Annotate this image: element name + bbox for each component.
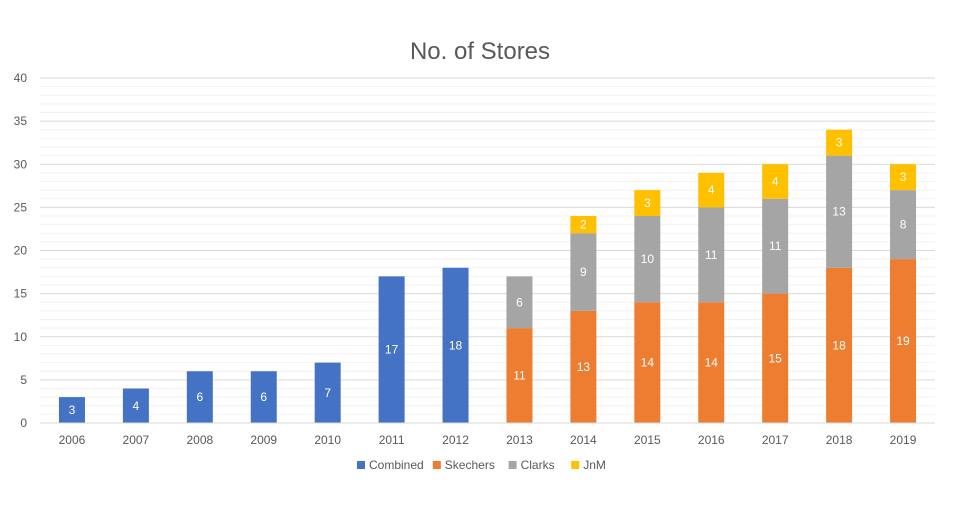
bar-segment-jnm-2014 [570,216,597,234]
data-label: 15 [768,351,782,365]
data-label: 4 [772,175,779,189]
y-tick-label: 15 [14,287,28,301]
data-label: 6 [516,295,523,309]
data-label: 11 [705,248,718,262]
y-tick-label: 5 [20,373,27,387]
chart-title: No. of Stores [410,38,550,65]
legend-swatch-combined [357,461,365,469]
bar-segment-jnm-2017 [762,164,789,199]
y-tick-label: 10 [14,330,28,344]
data-label: 19 [896,334,910,348]
bars: 3 4 6 6 7 17 18 11 6 13 9 2 14 10 3 14 11 4 15 11 4 18 13 3 19 8 3 [58,129,917,423]
bar-segment-jnm-2016 [698,172,725,208]
data-label: 2 [580,218,587,232]
bar-segment-skechers-2016 [698,302,725,423]
data-label: 4 [708,183,715,197]
data-label: 10 [641,252,655,266]
bar-segment-clarks-2013 [506,276,533,329]
bar-segment-combined-2007 [122,388,149,423]
y-tick-label: 25 [14,200,28,214]
bar-segment-combined-2008 [186,371,213,423]
x-tick-label: 2018 [826,433,853,447]
bar-segment-clarks-2014 [570,233,597,311]
gridlines [40,77,935,415]
x-tick-label: 2014 [570,433,597,447]
data-label: 13 [832,205,846,219]
data-label: 17 [385,343,399,357]
bar-segment-clarks-2018 [826,155,853,268]
x-tick-label: 2013 [506,433,533,447]
data-label: 18 [449,338,463,352]
x-tick-label: 2006 [59,433,86,447]
bar-segment-skechers-2014 [570,310,597,423]
data-label: 3 [644,196,651,210]
x-tick-label: 2009 [250,433,277,447]
bar-segment-combined-2009 [250,371,277,423]
data-label: 14 [705,356,719,370]
data-label: 18 [832,338,846,352]
data-label: 6 [196,390,203,404]
bar-segment-clarks-2019 [890,190,917,260]
legend: Combined Skechers Clarks JnM [357,458,606,472]
legend-label-clarks: Clarks [521,458,555,472]
bar-segment-clarks-2016 [698,207,725,303]
x-tick-label: 2010 [314,433,341,447]
x-tick-label: 2012 [442,433,469,447]
bar-segment-skechers-2019 [890,259,917,423]
bar-segment-combined-2006 [58,397,85,423]
y-tick-label: 20 [14,244,28,258]
bar-segment-combined-2010 [314,362,341,423]
bar-segment-combined-2011 [378,276,405,423]
data-label: 7 [324,386,331,400]
data-label: 14 [641,356,655,370]
data-label: 6 [260,390,267,404]
data-label: 3 [69,403,76,417]
data-label: 3 [900,170,907,184]
bar-segment-clarks-2015 [634,216,661,303]
legend-label-combined: Combined [369,458,424,472]
x-tick-label: 2007 [123,433,150,447]
y-tick-label: 40 [14,71,28,85]
bar-segment-jnm-2018 [826,129,853,156]
axes: 0 5 10 15 20 25 30 35 40 2006 2007 2008 2009 2010 2011… [14,71,935,447]
bar-segment-jnm-2015 [634,190,661,216]
x-tick-label: 2017 [762,433,789,447]
x-tick-label: 2019 [890,433,917,447]
bar-segment-skechers-2018 [826,267,853,423]
bar-segment-skechers-2017 [762,293,789,423]
x-tick-label: 2011 [379,433,405,447]
bar-segment-clarks-2017 [762,198,789,294]
x-tick-label: 2008 [186,433,213,447]
data-label: 11 [769,239,782,253]
data-label: 8 [900,218,907,232]
bar-segment-combined-2012 [442,267,469,423]
legend-label-skechers: Skechers [445,458,495,472]
bar-segment-jnm-2019 [890,164,917,191]
legend-swatch-clarks [508,461,517,469]
data-label: 4 [133,399,140,413]
legend-swatch-jnm [571,461,580,469]
data-label: 9 [580,265,587,279]
data-label: 13 [577,360,591,374]
x-tick-label: 2016 [698,433,725,447]
legend-swatch-skechers [432,461,441,469]
data-label: 11 [513,369,526,383]
bar-segment-skechers-2015 [634,302,661,423]
y-tick-label: 0 [20,416,27,430]
y-tick-label: 35 [14,114,28,128]
y-tick-label: 30 [14,157,28,171]
data-label: 3 [836,136,843,150]
x-tick-label: 2015 [634,433,661,447]
legend-label-jnm: JnM [583,458,606,472]
bar-segment-skechers-2013 [506,328,533,423]
